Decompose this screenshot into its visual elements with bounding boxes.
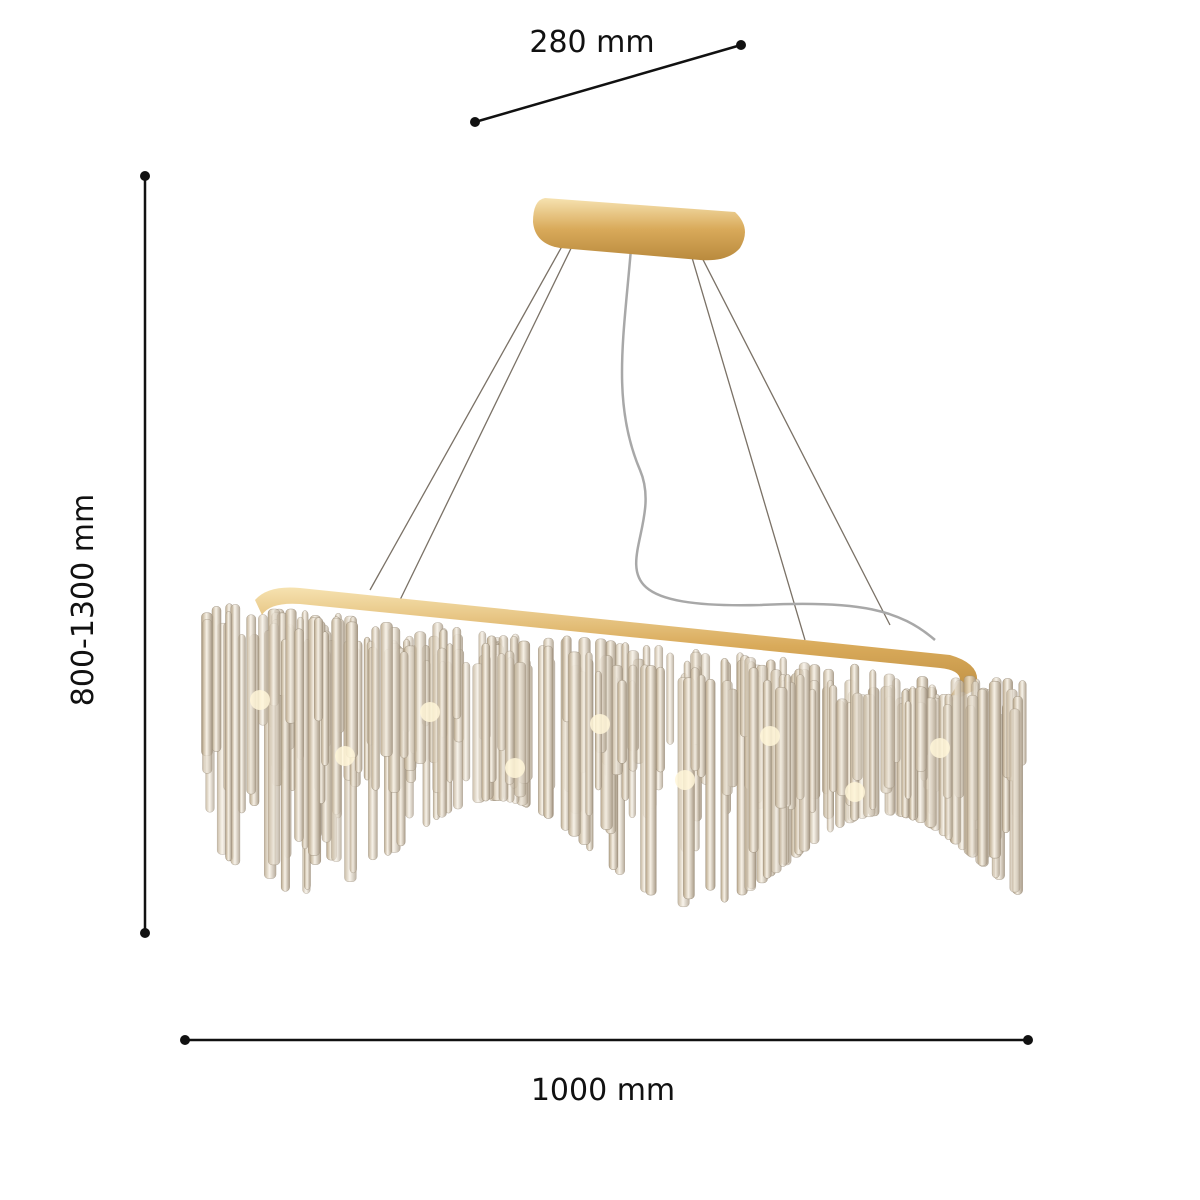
crystal-drop [568,651,581,837]
crystal-drop [967,695,979,858]
crystal-drop [869,669,877,811]
crystal-drop [762,679,772,879]
height-dimension: 800-1300 mm [66,171,150,938]
crystal-drop [705,679,716,891]
crystal-drop [883,673,895,789]
crystal-drop [656,666,665,773]
crystal-drop [721,680,733,796]
crystal-drop [904,700,912,800]
crystal-drop [294,628,304,842]
light-bulb-glow [505,758,525,778]
crystal-drop [1009,708,1021,893]
oval-frame [255,587,978,705]
crystal-drop [988,680,1001,859]
width-endpoint [180,1035,190,1045]
depth-dimension: 280 mm [470,25,746,127]
crystal-drop [748,667,759,853]
crystal-drop [345,621,358,758]
light-bulb-glow [335,746,355,766]
suspension-wires [369,231,936,641]
crystal-drop [915,686,927,772]
crystal-drop [690,667,700,772]
crystal-drop [666,652,675,745]
crystal-drop [836,698,848,796]
height-endpoint [140,171,150,181]
width-label: 1000 mm [531,1073,675,1108]
crystal-drops [201,603,1027,908]
height-label: 800-1300 mm [66,494,101,706]
ceiling-canopy [533,198,745,261]
crystal-drop [977,688,988,867]
crystal-drop [585,651,593,816]
crystal-drop [437,647,447,818]
crystal-drop [497,653,506,751]
depth-line [474,43,742,124]
light-bulb-glow [250,690,270,710]
crystal-drop [446,643,454,783]
light-bulb-glow [930,738,950,758]
light-bulb-glow [420,702,440,722]
crystal-drop [452,627,462,720]
crystal-drop [504,650,515,785]
crystal-drop [267,608,281,866]
crystal-drop [211,606,222,752]
chandelier-image [201,198,1027,908]
light-bulb-glow [590,714,610,734]
crystal-drop [225,611,232,862]
crystal-drop [461,661,471,782]
crystal-drop [314,617,324,722]
crystal-drop [796,674,805,800]
crystal-drop [628,664,638,772]
depth-label: 280 mm [529,25,654,60]
crystal-drop [543,645,554,819]
crystal-drop [230,604,241,866]
crystal-drop [399,651,409,759]
depth-endpoint [736,40,746,50]
light-bulb-glow [675,770,695,790]
crystal-drop [380,622,393,757]
crystal-drop [481,642,491,802]
crystal-drop [645,665,657,896]
crystal-drop [371,626,380,791]
crystal-drop [852,692,863,781]
width-endpoint [1023,1035,1033,1045]
crystal-drop [829,684,838,793]
crystal-drop [775,687,788,809]
light-bulb-glow [845,782,865,802]
width-dimension: 1000 mm [180,1035,1033,1108]
depth-endpoint [470,117,480,127]
light-bulb-glow [760,726,780,746]
crystal-drop [202,619,213,774]
height-endpoint [140,928,150,938]
crystal-drop [414,631,427,764]
crystal-drop [617,680,627,764]
crystal-drop [331,617,342,862]
